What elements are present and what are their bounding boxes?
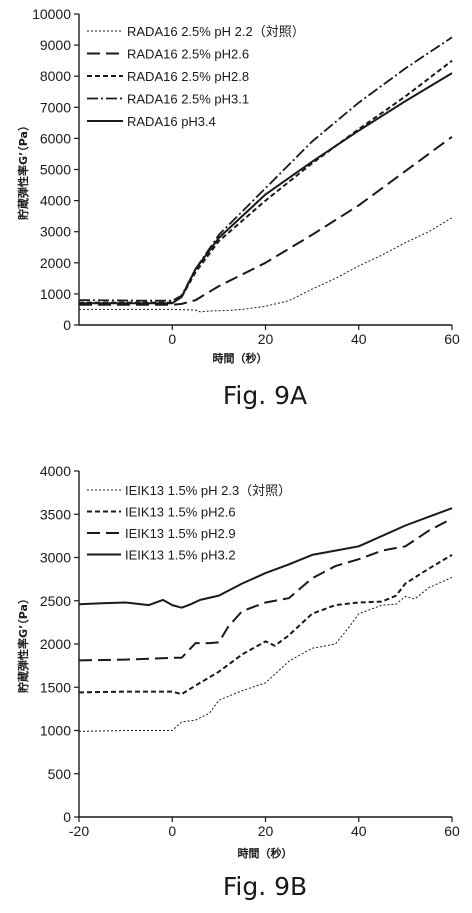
legend-label: RADA16 2.5% pH 2.2（対照） (127, 24, 305, 39)
x-axis-label: 時間（秒） (238, 846, 293, 860)
figure-caption: Fig. 9B (223, 872, 307, 901)
y-tick-label: 4000 (40, 193, 71, 209)
y-tick-label: 2500 (40, 593, 71, 609)
x-axis-label: 時間（秒） (213, 351, 268, 365)
legend-label: RADA16 2.5% pH3.1 (127, 92, 249, 107)
x-tick-label: -20 (69, 823, 89, 839)
y-tick-label: 1500 (40, 679, 71, 695)
x-tick-label: 60 (444, 823, 460, 839)
series-line (79, 137, 452, 305)
legend: RADA16 2.5% pH 2.2（対照） RADA16 2.5% pH2.6 R… (87, 24, 305, 129)
series-lines (79, 508, 452, 731)
y-axis-label: 貯蔵弾性率G’（Pa） (16, 593, 30, 693)
y-tick-label: 3500 (40, 506, 71, 522)
x-tick-label: 20 (258, 331, 274, 347)
y-tick-label: 8000 (40, 68, 71, 84)
y-tick-label: 10000 (32, 6, 71, 22)
y-axis-ticks: 05001000150020002500300035004000 (40, 463, 79, 825)
legend-label: IEIK13 1.5% pH2.6 (125, 505, 236, 520)
x-tick-label: 0 (168, 823, 176, 839)
y-tick-label: 2000 (40, 255, 71, 271)
x-tick-label: 20 (258, 823, 274, 839)
chart-9a: 0 1000 2000 3000 4000 5000 6000 7000 8000 9000 100… (16, 6, 460, 410)
y-tick-label: 1000 (40, 723, 71, 739)
x-tick-label: 0 (168, 331, 176, 347)
legend: IEIK13 1.5% pH 2.3（対照） IEIK13 1.5% pH2.6 I… (87, 483, 291, 563)
series-line (79, 577, 452, 731)
x-tick-label: 40 (351, 823, 367, 839)
y-tick-label: 9000 (40, 37, 71, 53)
figure-caption: Fig. 9A (223, 381, 307, 410)
y-tick-label: 1000 (40, 286, 71, 302)
series-line (79, 555, 452, 694)
y-tick-label: 3000 (40, 224, 71, 240)
legend-label: RADA16 2.5% pH2.8 (127, 69, 249, 84)
x-tick-label: 60 (444, 331, 460, 347)
legend-label: RADA16 2.5% pH2.6 (127, 47, 249, 62)
y-tick-label: 500 (48, 766, 72, 782)
legend-label: IEIK13 1.5% pH 2.3（対照） (125, 483, 291, 498)
y-tick-label: 2000 (40, 636, 71, 652)
y-tick-label: 7000 (40, 99, 71, 115)
y-axis-label: 貯蔵弾性率G’（Pa） (16, 120, 30, 220)
series-line (79, 218, 452, 312)
y-tick-label: 4000 (40, 463, 71, 479)
y-tick-label: 0 (63, 317, 71, 333)
legend-label: RADA16 pH3.4 (127, 114, 216, 129)
y-axis-ticks: 0 1000 2000 3000 4000 5000 6000 7000 8000 9000 100… (32, 6, 79, 333)
y-tick-label: 6000 (40, 130, 71, 146)
chart-9b: 0 500 1000 1500 2000 2500 3000 3500 4000 -20 0 20 4… (16, 463, 460, 901)
legend-label: IEIK13 1.5% pH3.2 (125, 548, 236, 563)
y-tick-label: 3000 (40, 550, 71, 566)
series-line (79, 73, 452, 303)
y-tick-label: 5000 (40, 162, 71, 178)
x-axis-ticks: 0 20 40 60 (168, 325, 460, 347)
legend-label: IEIK13 1.5% pH2.9 (125, 526, 236, 541)
x-tick-label: 40 (351, 331, 367, 347)
x-axis-ticks: -20 0 20 40 60 (69, 817, 460, 839)
